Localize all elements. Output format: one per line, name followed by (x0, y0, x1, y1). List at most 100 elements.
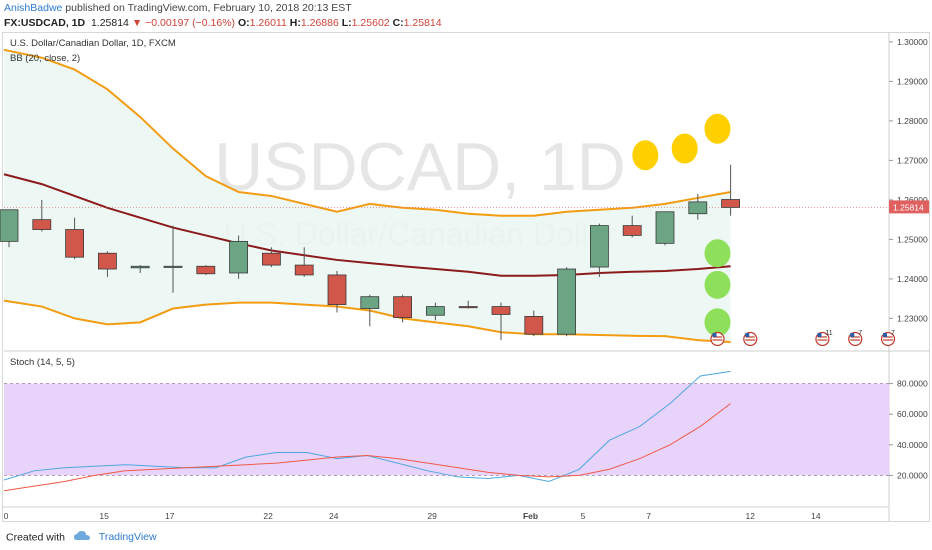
green-marker (704, 308, 731, 337)
last-price: 1.25814 (90, 17, 129, 29)
candle-body (327, 274, 347, 305)
time-tick-label: 22 (263, 511, 273, 521)
bb-legend[interactable]: BB (20, close, 2) (10, 53, 81, 64)
yellow-marker (671, 133, 698, 164)
flag-count: 7 (891, 330, 895, 337)
candle-body (130, 265, 150, 269)
down-arrow-icon: ▼ (131, 17, 143, 29)
candle (65, 217, 84, 260)
candle-body (229, 240, 249, 274)
time-tick-label: 17 (165, 511, 175, 521)
candle (130, 265, 150, 273)
time-tick-label: 0 (4, 511, 9, 521)
stoch-tick-label: 60.0000 (897, 409, 928, 419)
high-label: H: (289, 17, 301, 29)
price-tick-label: 1.29000 (897, 76, 928, 86)
candle (393, 294, 413, 323)
price-tick-label: 1.28000 (897, 116, 928, 126)
stoch-tick-label: 20.0000 (897, 470, 928, 480)
bb-fill (4, 49, 731, 343)
candle (327, 271, 347, 313)
candle-body (0, 209, 19, 242)
candle (590, 223, 609, 277)
flag-canton (883, 333, 888, 337)
candle (524, 310, 544, 337)
last-price-badge (889, 200, 929, 214)
yellow-marker (632, 140, 659, 171)
candle (688, 193, 708, 220)
close-value: 1.25814 (403, 17, 442, 29)
green-marker (704, 239, 731, 268)
price-change: −0.00197 (−0.16%) (145, 17, 236, 29)
instrument-legend[interactable]: U.S. Dollar/Canadian Dollar, 1D, FXCM (10, 38, 176, 49)
candle (196, 265, 216, 275)
flag-canton (712, 333, 717, 337)
candle (294, 247, 314, 277)
time-tick-label: 14 (811, 511, 821, 521)
bb-basis-line (3, 173, 731, 277)
flag-count: 11 (825, 330, 832, 337)
candle-body (360, 296, 380, 309)
last-price-badge-label: 1.25814 (893, 202, 924, 212)
flag-count: 7 (858, 330, 862, 337)
candle (425, 302, 445, 321)
candle (0, 209, 19, 248)
time-tick-label: Feb (523, 511, 538, 521)
time-tick-label: 5 (581, 511, 586, 521)
time-tick-label: 15 (99, 511, 109, 521)
candle-body (458, 306, 478, 309)
yellow-marker (704, 113, 731, 144)
candle (229, 235, 249, 279)
event-flag-icon: 7 (848, 330, 863, 347)
stoch-band (4, 383, 889, 476)
time-tick-label: 29 (427, 511, 437, 521)
green-marker (704, 270, 731, 299)
candle (557, 267, 576, 337)
candle (458, 300, 478, 309)
candle-body (261, 252, 281, 266)
stoch-legend[interactable]: Stoch (14, 5, 5) (10, 357, 75, 368)
time-tick-label: 24 (329, 511, 339, 521)
created-with: Created with (6, 531, 65, 544)
time-tick-label: 12 (746, 511, 756, 521)
time-tick-label: 7 (646, 511, 651, 521)
price-tick-label: 1.30000 (897, 37, 928, 47)
stoch-tick-label: 80.0000 (897, 379, 928, 389)
open-label: O: (237, 17, 250, 29)
candle-body (524, 316, 544, 335)
candle-body (721, 199, 740, 208)
candle-body (294, 264, 314, 276)
price-tick-label: 1.24000 (897, 274, 928, 284)
candle-body (98, 252, 117, 270)
event-flag-icon (743, 331, 758, 347)
symbol-line: FX:USDCAD, 1D 1.25814 ▼ −0.00197 (−0.16%… (4, 17, 442, 29)
candle-body (655, 211, 675, 244)
candle-body (590, 225, 609, 268)
event-flag-icon: 11 (815, 330, 833, 347)
candle (360, 294, 380, 327)
high-value: 1.26886 (300, 17, 339, 29)
candle-body (196, 265, 216, 275)
bb-upper-line (3, 48, 731, 217)
candle (32, 199, 52, 232)
tradingview-brand[interactable]: TradingView (98, 531, 157, 544)
candle-body (557, 268, 576, 335)
flag-canton (817, 333, 822, 337)
candle (491, 302, 511, 341)
candle-body (393, 296, 413, 319)
open-value: 1.26011 (249, 17, 287, 29)
candle (98, 251, 117, 277)
stoch-tick-label: 40.0000 (897, 440, 928, 450)
stoch-line-d (3, 403, 731, 492)
price-tick-label: 1.25000 (897, 234, 928, 244)
author-link[interactable]: AnishBadwe (4, 2, 63, 14)
candle (622, 215, 642, 238)
candle-body (163, 265, 183, 268)
symbol[interactable]: FX:USDCAD, 1D (4, 17, 86, 29)
price-tick-label: 1.27000 (897, 155, 928, 165)
candle (163, 225, 183, 293)
candle-body (32, 219, 52, 230)
chart-frame (2, 32, 930, 522)
close-label: C: (392, 17, 404, 29)
